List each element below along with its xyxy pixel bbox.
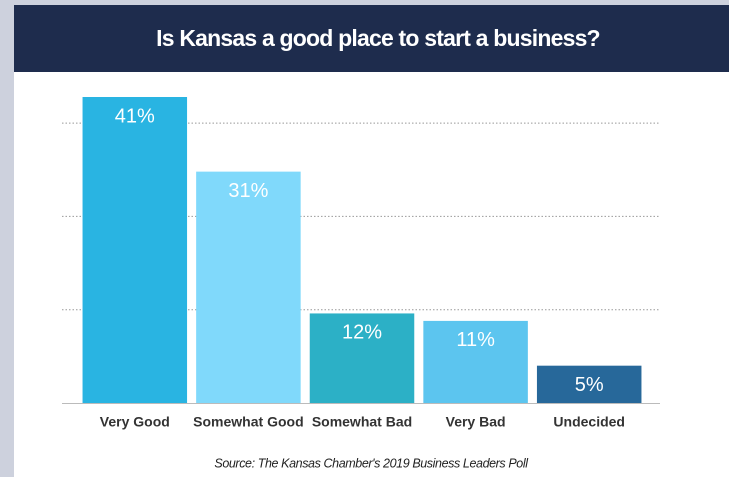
data-label: 12% [342,322,382,344]
bar [196,171,301,403]
bar [536,365,642,403]
x-tick-label: Undecided [553,414,625,430]
bar [82,97,188,403]
data-label: 41% [115,105,155,127]
source: Source: The Kansas Chamber's 2019 Busine… [214,456,529,470]
x-tick-label: Very Bad [446,414,506,430]
data-label: 31% [228,180,268,202]
x-tick-label: Somewhat Bad [312,414,412,430]
bar [309,313,415,403]
x-tick-label: Somewhat Good [193,414,303,430]
chart-title: Is Kansas a good place to start a busine… [156,25,600,51]
data-label: 11% [456,329,495,351]
data-label: 5% [575,374,604,396]
title-bar [14,5,729,72]
bar [423,320,528,403]
x-tick-label: Very Good [100,414,170,430]
